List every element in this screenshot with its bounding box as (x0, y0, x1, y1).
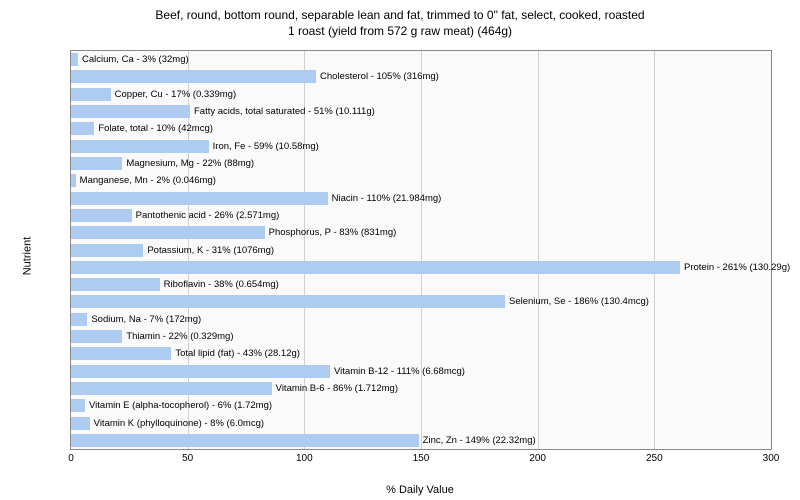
gridline (538, 51, 539, 449)
x-tick-label: 150 (413, 453, 430, 464)
nutrient-bar (71, 382, 272, 395)
nutrient-bar (71, 174, 76, 187)
x-tick-label: 100 (296, 453, 313, 464)
x-tick-label: 0 (68, 453, 74, 464)
nutrient-bar-label: Calcium, Ca - 3% (32mg) (82, 53, 189, 66)
nutrient-bar (71, 278, 160, 291)
nutrient-bar-label: Vitamin B-12 - 111% (6.68mcg) (334, 365, 465, 378)
nutrient-bar-label: Vitamin B-6 - 86% (1.712mg) (276, 382, 398, 395)
chart-title: Beef, round, bottom round, separable lea… (0, 0, 800, 43)
nutrient-bar-label: Vitamin E (alpha-tocopherol) - 6% (1.72m… (89, 399, 272, 412)
title-line-2: 1 roast (yield from 572 g raw meat) (464… (288, 24, 512, 38)
nutrient-bar (71, 157, 122, 170)
nutrient-bar-label: Magnesium, Mg - 22% (88mg) (126, 157, 254, 170)
nutrient-bar (71, 140, 209, 153)
nutrient-bar (71, 313, 87, 326)
nutrient-bar-label: Thiamin - 22% (0.329mg) (126, 330, 233, 343)
nutrient-bar-label: Cholesterol - 105% (316mg) (320, 70, 439, 83)
nutrient-bar-label: Pantothenic acid - 26% (2.571mg) (136, 209, 280, 222)
x-tick-label: 300 (763, 453, 780, 464)
nutrient-bar (71, 434, 419, 447)
nutrient-bar (71, 261, 680, 274)
nutrient-bar (71, 53, 78, 66)
nutrient-chart: Beef, round, bottom round, separable lea… (0, 0, 800, 500)
title-line-1: Beef, round, bottom round, separable lea… (155, 8, 644, 22)
nutrient-bar-label: Phosphorus, P - 83% (831mg) (269, 226, 397, 239)
nutrient-bar (71, 417, 90, 430)
nutrient-bar-label: Selenium, Se - 186% (130.4mcg) (509, 295, 649, 308)
nutrient-bar (71, 226, 265, 239)
nutrient-bar-label: Copper, Cu - 17% (0.339mg) (115, 88, 236, 101)
nutrient-bar (71, 295, 505, 308)
nutrient-bar (71, 209, 132, 222)
plot-area: 050100150200250300Calcium, Ca - 3% (32mg… (70, 50, 772, 450)
nutrient-bar (71, 365, 330, 378)
nutrient-bar-label: Iron, Fe - 59% (10.58mg) (213, 140, 319, 153)
x-axis-label: % Daily Value (70, 484, 770, 496)
gridline (654, 51, 655, 449)
x-tick-label: 250 (646, 453, 663, 464)
nutrient-bar (71, 192, 328, 205)
nutrient-bar (71, 244, 143, 257)
nutrient-bar-label: Potassium, K - 31% (1076mg) (147, 244, 274, 257)
nutrient-bar (71, 70, 316, 83)
nutrient-bar-label: Vitamin K (phylloquinone) - 8% (6.0mcg) (94, 417, 264, 430)
nutrient-bar (71, 399, 85, 412)
nutrient-bar (71, 88, 111, 101)
nutrient-bar-label: Total lipid (fat) - 43% (28.12g) (175, 347, 300, 360)
x-tick-label: 50 (182, 453, 193, 464)
nutrient-bar-label: Protein - 261% (130.29g) (684, 261, 790, 274)
nutrient-bar-label: Zinc, Zn - 149% (22.32mg) (423, 434, 536, 447)
y-axis-label: Nutrient (21, 237, 33, 276)
nutrient-bar-label: Folate, total - 10% (42mcg) (98, 122, 213, 135)
nutrient-bar (71, 330, 122, 343)
nutrient-bar-label: Niacin - 110% (21.984mg) (332, 192, 442, 205)
nutrient-bar-label: Fatty acids, total saturated - 51% (10.1… (194, 105, 375, 118)
gridline (421, 51, 422, 449)
nutrient-bar-label: Manganese, Mn - 2% (0.046mg) (80, 174, 216, 187)
nutrient-bar (71, 347, 171, 360)
nutrient-bar (71, 105, 190, 118)
nutrient-bar-label: Sodium, Na - 7% (172mg) (91, 313, 201, 326)
nutrient-bar-label: Riboflavin - 38% (0.654mg) (164, 278, 279, 291)
nutrient-bar (71, 122, 94, 135)
x-tick-label: 200 (529, 453, 546, 464)
